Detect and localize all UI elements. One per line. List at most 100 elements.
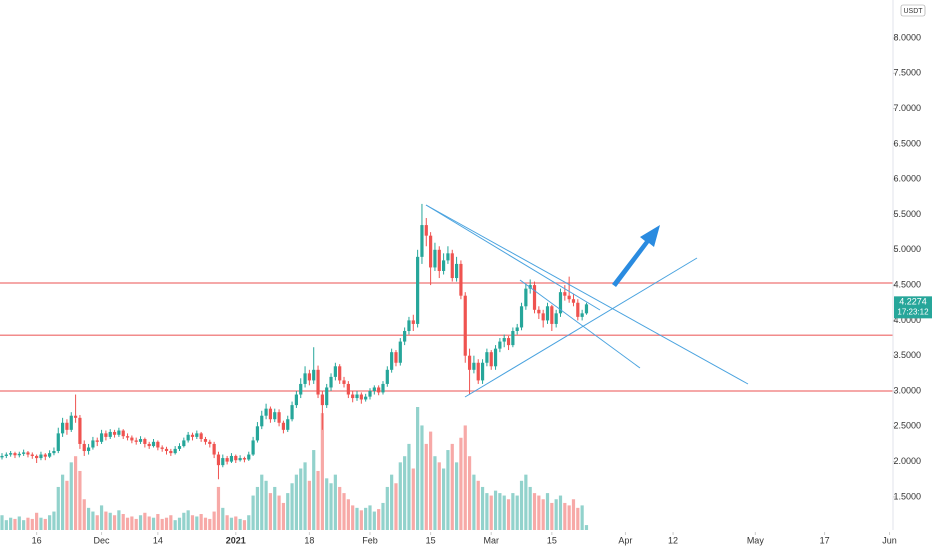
volume-bar bbox=[82, 499, 86, 530]
volume-bar bbox=[554, 499, 558, 530]
volume-bar bbox=[182, 512, 186, 530]
candle-body bbox=[303, 373, 307, 384]
volume-bar bbox=[294, 474, 298, 530]
candle-body bbox=[221, 458, 225, 466]
volume-bar bbox=[416, 407, 420, 530]
volume-bar bbox=[199, 514, 203, 530]
volume-bar bbox=[576, 507, 580, 530]
volume-bar bbox=[381, 502, 385, 530]
volume-bar bbox=[502, 495, 506, 530]
y-tick-label: 2.5000 bbox=[893, 421, 921, 431]
volume-bar bbox=[69, 462, 73, 530]
volume-bar bbox=[346, 499, 350, 530]
candle-body bbox=[411, 320, 415, 324]
candle-body bbox=[563, 292, 567, 296]
volume-bar bbox=[394, 483, 398, 530]
y-tick-label: 8.0000 bbox=[893, 32, 921, 42]
volume-bar bbox=[160, 518, 164, 530]
last-price-label: 4.2274 bbox=[899, 297, 927, 307]
volume-bar bbox=[407, 443, 411, 530]
volume-bar bbox=[480, 486, 485, 530]
volume-bar bbox=[43, 518, 47, 530]
volume-bar bbox=[268, 493, 273, 530]
candle-body bbox=[134, 440, 138, 442]
candle-body bbox=[472, 362, 476, 370]
y-tick-label: 5.5000 bbox=[893, 209, 921, 219]
volume-bar bbox=[506, 499, 511, 530]
candle-body bbox=[112, 431, 117, 435]
arrow bbox=[612, 225, 660, 287]
y-tick-label: 6.5000 bbox=[893, 138, 921, 148]
candle-body bbox=[476, 362, 480, 381]
candle-body bbox=[286, 419, 290, 430]
volume-bar bbox=[398, 462, 402, 530]
candle-body bbox=[424, 225, 428, 236]
candle-body bbox=[333, 366, 337, 377]
candle-body bbox=[307, 373, 311, 381]
x-tick-label: 18 bbox=[304, 535, 314, 545]
volume-bar bbox=[493, 490, 498, 530]
volume-bar bbox=[325, 478, 329, 530]
y-tick-label: 2.0000 bbox=[893, 456, 921, 466]
candle-body bbox=[346, 383, 350, 395]
volume-bar bbox=[498, 493, 502, 530]
x-tick-label: 14 bbox=[153, 535, 163, 545]
volume-bar bbox=[558, 495, 563, 530]
y-tick-label: 5.0000 bbox=[893, 244, 921, 254]
y-tick-label: 7.0000 bbox=[893, 103, 921, 113]
volume-bar bbox=[30, 518, 34, 530]
volume-bar bbox=[208, 518, 212, 530]
candle-body bbox=[273, 412, 277, 420]
candle-body bbox=[515, 327, 519, 331]
volume-bar bbox=[22, 520, 26, 530]
candle-body bbox=[355, 394, 359, 399]
volume-bar bbox=[320, 413, 324, 530]
volume-bar bbox=[454, 462, 459, 530]
volume-bar bbox=[580, 505, 584, 530]
volume-bar bbox=[95, 515, 99, 530]
volume-bar bbox=[203, 517, 208, 530]
drawings bbox=[425, 204, 749, 398]
volume-bar bbox=[550, 502, 554, 530]
volume-bar bbox=[242, 520, 247, 530]
volume-bar bbox=[164, 517, 169, 530]
candle-body bbox=[138, 439, 143, 442]
candle-body bbox=[22, 452, 26, 454]
volume-bar bbox=[429, 431, 433, 530]
volume-bar bbox=[78, 470, 82, 530]
volume-bar bbox=[26, 517, 30, 530]
candle-body bbox=[541, 313, 545, 321]
volume-bar bbox=[169, 515, 173, 530]
last-price-badge bbox=[894, 296, 932, 319]
candle-body bbox=[519, 306, 524, 328]
candle-body bbox=[173, 448, 177, 454]
x-tick-label: 12 bbox=[668, 535, 678, 545]
x-tick-label: 16 bbox=[32, 535, 42, 545]
candle-body bbox=[281, 422, 286, 430]
candle-body bbox=[467, 355, 472, 370]
candle-body bbox=[190, 434, 195, 437]
volume-bar bbox=[299, 468, 303, 530]
x-tick-label: Apr bbox=[618, 535, 632, 545]
candle-body bbox=[26, 452, 30, 455]
volume-bar bbox=[390, 474, 394, 530]
candle-body bbox=[567, 295, 571, 300]
volume-bar bbox=[281, 502, 286, 530]
volume-bar bbox=[424, 443, 428, 530]
volume-bar bbox=[173, 520, 177, 530]
arrow-shape bbox=[612, 225, 660, 287]
candle-body bbox=[320, 394, 324, 406]
candle-body bbox=[199, 433, 203, 440]
candle-body bbox=[299, 383, 303, 395]
candle-body bbox=[125, 436, 130, 438]
candle-body bbox=[143, 439, 147, 444]
candle-body bbox=[385, 369, 389, 384]
volume-bar bbox=[255, 486, 260, 530]
volume-bar bbox=[251, 495, 255, 530]
volume-bar bbox=[112, 515, 117, 530]
volume-bar bbox=[104, 511, 108, 530]
volume-bar bbox=[342, 493, 346, 530]
volume-bar bbox=[519, 480, 524, 530]
candle-body bbox=[156, 441, 160, 448]
